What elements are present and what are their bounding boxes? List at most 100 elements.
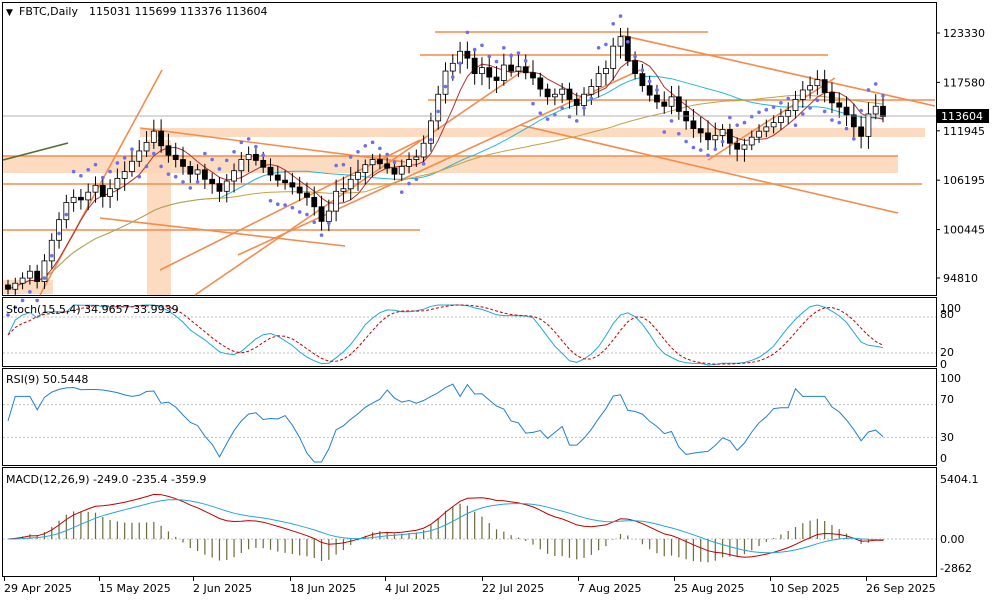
- psar-dot: [181, 180, 185, 184]
- candle-body: [515, 66, 522, 72]
- psar-dot: [684, 139, 688, 144]
- rsi-level-70: 70: [940, 393, 954, 406]
- candlesticks: [5, 27, 886, 295]
- trendline: [519, 124, 899, 214]
- psar-dot: [261, 153, 266, 158]
- candle-body: [114, 178, 121, 190]
- psar-dot: [429, 137, 433, 142]
- candle-body: [362, 164, 369, 173]
- psar-dot: [830, 118, 834, 122]
- psar-dot: [647, 79, 652, 84]
- candle-body: [48, 239, 55, 262]
- psar-dot: [188, 186, 193, 190]
- psar-dot: [392, 160, 397, 164]
- macd-panel: [3, 493, 936, 563]
- psar-dot: [348, 155, 353, 159]
- psar-dot: [844, 126, 849, 131]
- psar-dot: [749, 114, 754, 119]
- parabolic-sar-dots: [6, 14, 885, 317]
- psar-dot: [173, 174, 178, 179]
- ohlc-values: 115031 115699 113376 113604: [89, 5, 267, 18]
- psar-dot: [487, 54, 492, 59]
- candle-body: [435, 93, 442, 122]
- price-axis: 123330 117580 111945 106195 100445 94810: [936, 27, 985, 285]
- candle-body: [311, 196, 318, 208]
- candle-body: [121, 171, 128, 179]
- psar-dot: [79, 174, 83, 178]
- psar-dot: [20, 298, 25, 303]
- psar-dot: [268, 198, 273, 203]
- psar-dot: [137, 174, 142, 179]
- psar-dot: [195, 180, 200, 184]
- candle-body: [253, 153, 259, 161]
- candle-body: [442, 70, 449, 95]
- candle-body: [333, 190, 340, 212]
- psar-dot: [385, 152, 389, 157]
- candle-body: [428, 120, 434, 144]
- date-tick-label: 4 Jul 2025: [385, 582, 440, 595]
- psar-dot: [859, 108, 863, 113]
- collapse-triangle-icon[interactable]: ▼: [6, 8, 13, 18]
- psar-dot: [232, 150, 236, 154]
- psar-dot: [363, 143, 368, 148]
- candle-body: [85, 191, 92, 201]
- psar-dot: [611, 22, 616, 26]
- date-tick-label: 18 Jun 2025: [290, 582, 356, 595]
- candle-body: [12, 282, 19, 290]
- macd-level-bottom: -2862: [940, 562, 972, 575]
- candle-body: [355, 172, 361, 180]
- candle-body: [231, 170, 237, 182]
- date-tick-label: 15 May 2025: [99, 582, 171, 595]
- candle-body: [668, 96, 675, 107]
- psar-dot: [13, 305, 18, 310]
- candle-body: [34, 270, 41, 282]
- candle-body: [493, 76, 500, 81]
- candle-body: [19, 277, 26, 284]
- psar-dot: [531, 101, 535, 106]
- rsi-level-30: 30: [940, 431, 954, 444]
- psar-dot: [662, 130, 667, 134]
- psar-dot: [71, 169, 76, 174]
- psar-dot: [633, 54, 637, 59]
- psar-dot: [494, 59, 499, 64]
- psar-dot: [691, 145, 696, 150]
- date-tick-label: 10 Sep 2025: [770, 582, 840, 595]
- psar-dot: [625, 40, 630, 44]
- trendline: [237, 69, 641, 256]
- psar-dot: [108, 169, 112, 174]
- date-tick-label: 29 Apr 2025: [4, 582, 72, 595]
- psar-dot: [757, 110, 761, 115]
- candle-body: [843, 106, 850, 116]
- current-price-label: 113604: [941, 110, 983, 123]
- psar-dot: [224, 158, 229, 163]
- psar-dot: [480, 43, 484, 48]
- psar-dot: [815, 98, 820, 103]
- candle-body: [858, 126, 865, 137]
- candle-body: [734, 142, 741, 150]
- psar-dot: [713, 147, 718, 152]
- psar-dot: [370, 140, 375, 145]
- candle-body: [5, 284, 11, 290]
- psar-dot: [793, 123, 798, 127]
- candle-body: [880, 105, 886, 117]
- trendline: [139, 127, 406, 163]
- candle-body: [449, 62, 456, 72]
- price-zone: [140, 128, 925, 137]
- psar-dot: [677, 131, 681, 136]
- psar-dot: [604, 42, 608, 47]
- psar-dot: [86, 168, 91, 172]
- candle-body: [347, 178, 354, 190]
- price-tick-label: 94810: [943, 272, 978, 285]
- stoch-level-0: 0: [940, 358, 947, 371]
- candle-body: [238, 159, 245, 172]
- candle-body: [267, 166, 274, 176]
- macd-signal-line: [7, 499, 884, 554]
- psar-dot: [458, 61, 462, 66]
- candle-body: [712, 135, 719, 141]
- candle-body: [807, 85, 813, 91]
- candle-body: [785, 110, 792, 117]
- psar-dot: [217, 167, 222, 171]
- candle-body: [778, 116, 784, 123]
